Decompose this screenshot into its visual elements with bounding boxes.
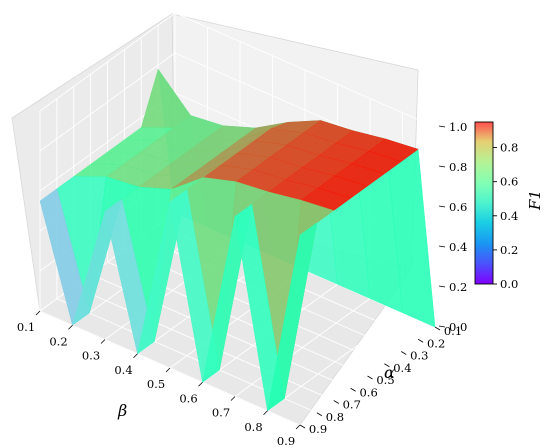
tick-mark [438,285,446,288]
z-tick-label: 0.0 [449,320,467,334]
left-grid-horizontal [39,52,176,152]
y-tick-label: 0.4 [393,361,411,375]
y-tick-label: 0.1 [444,324,462,338]
tick-mark [100,339,106,344]
y-tick-label: 0.6 [359,385,377,399]
floor-grid-beta [267,312,403,412]
y-tick-label: 0.9 [309,422,327,436]
tick-mark [299,424,306,429]
tick-mark [434,326,441,331]
x-axis-label: β [117,401,127,420]
tick-mark [401,351,407,355]
left-grid-horizontal [39,12,176,112]
tick-mark [438,205,446,208]
tick-mark [263,410,268,416]
x-tick-label: 0.4 [114,363,132,377]
tick-mark [295,424,301,430]
x-tick-label: 0.6 [179,391,197,405]
colorbar-tick-label: 0.8 [500,141,518,155]
tick-mark [230,396,236,401]
x-tick-label: 0.2 [49,334,67,348]
x-tick-label: 0.8 [244,420,262,434]
z-tick-label: 0.8 [449,160,467,174]
surface-plot [39,68,436,412]
x-tick-label: 0.9 [277,434,295,448]
colorbar-tick-label: 0.6 [500,175,518,189]
surface-patch [267,222,318,412]
colorbar: 0.0 0.2 0.4 0.6 0.8 F1 [474,121,544,291]
tick-mark [316,412,323,417]
x-tick-label: 0.7 [212,406,230,420]
tick-mark [367,375,373,380]
tick-mark [35,310,41,316]
x-tick-label: 0.3 [82,349,100,363]
tick-mark [417,338,424,343]
colorbar-label: F1 [526,190,544,211]
tick-mark [438,165,446,168]
tick-mark [438,325,446,328]
y-tick-label: 0.2 [427,336,445,350]
x-tick-label: 0.1 [17,320,35,334]
y-axis-label: α [384,363,395,382]
tick-mark [350,387,356,392]
tick-mark [438,125,446,128]
back-grid-horizontal [174,12,436,128]
z-tick-label: 0.2 [449,280,467,294]
colorbar-bar [474,121,494,285]
tick-mark [133,353,138,359]
tick-mark [165,367,171,373]
tick-mark [333,400,339,404]
z-tick-label: 1.0 [449,120,467,134]
y-tick-label: 0.8 [326,410,344,424]
colorbar-tick-label: 0.4 [500,209,518,223]
y-tick-label: 0.5 [376,373,394,387]
tick-mark [384,363,390,368]
y-tick-label: 0.7 [343,398,361,412]
x-tick-label: 0.5 [147,377,165,391]
colorbar-tick-label: 0.2 [500,243,518,257]
axis-ticks: 0.10.20.30.40.50.60.70.80.90.10.20.30.40… [17,120,467,448]
y-tick-label: 0.3 [410,349,428,363]
colorbar-tick-label: 0.0 [500,277,518,291]
z-tick-label: 0.6 [449,200,467,214]
floor-grid-beta [234,298,371,397]
z-tick-label: 0.4 [449,240,467,254]
tick-mark [438,245,446,248]
tick-mark [68,324,73,330]
tick-mark [198,381,203,387]
